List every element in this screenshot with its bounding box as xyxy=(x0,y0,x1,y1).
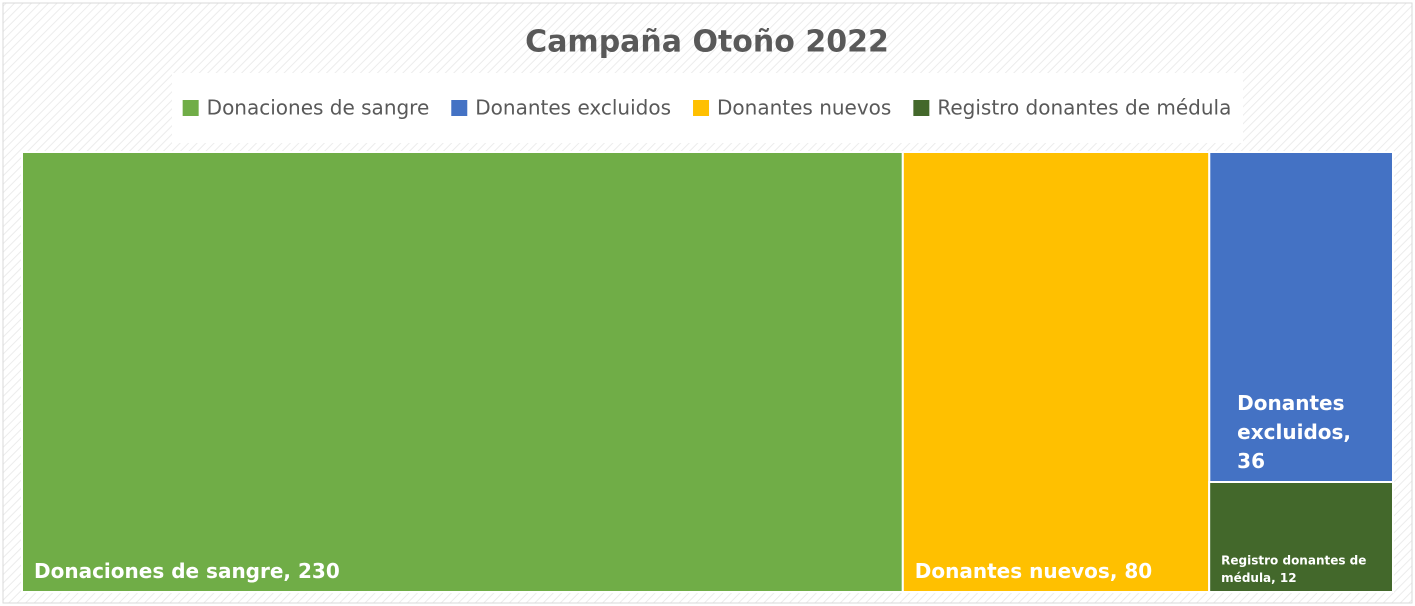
legend-item: Donantes nuevos xyxy=(693,96,891,120)
chart-title: Campaña Otoño 2022 xyxy=(525,25,889,60)
data-label: Registro donantes de médula, 12 xyxy=(1221,553,1366,584)
data-label: Donaciones de sangre, 230 xyxy=(34,559,340,583)
legend-label: Registro donantes de médula xyxy=(937,96,1231,120)
legend-item: Registro donantes de médula xyxy=(913,96,1231,120)
legend-item: Donantes excluidos xyxy=(451,96,671,120)
legend-swatch xyxy=(913,100,930,116)
legend: Donaciones de sangre Donantes excluidos Do… xyxy=(182,96,1231,120)
legend-label: Donantes excluidos xyxy=(475,96,671,120)
legend-label: Donantes nuevos xyxy=(717,96,891,120)
data-label: Donantes excluidos, 36 xyxy=(1237,391,1351,473)
plot-area: Donaciones de sangre, 230 Donantes excluid… xyxy=(21,151,1394,593)
legend-item: Donaciones de sangre xyxy=(182,96,430,120)
legend-swatch xyxy=(451,100,468,116)
treemap-tile xyxy=(1208,481,1394,593)
legend-label: Donaciones de sangre xyxy=(207,96,430,120)
treemap-tile xyxy=(901,151,1211,593)
legend-swatch xyxy=(693,100,710,116)
treemap-tile xyxy=(21,151,904,593)
data-label: Donantes nuevos, 80 xyxy=(915,559,1152,583)
legend-swatch xyxy=(182,100,199,116)
